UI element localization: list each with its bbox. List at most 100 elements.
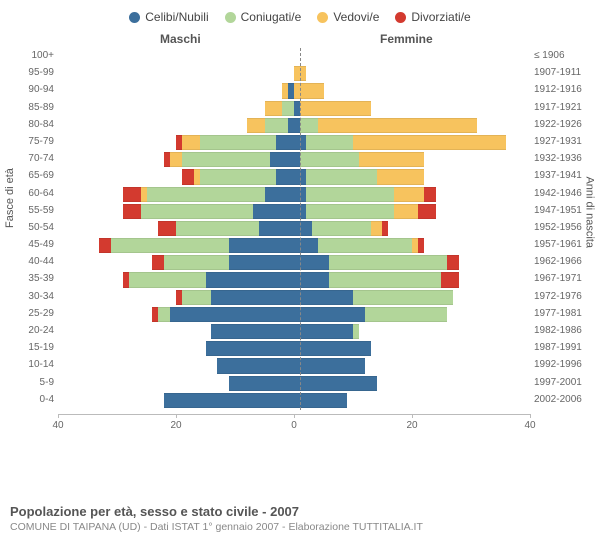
age-label: 100+ — [14, 50, 54, 61]
birth-year-label: 1907-1911 — [534, 67, 588, 78]
age-label: 60-64 — [14, 188, 54, 199]
x-tick-label: 40 — [52, 420, 63, 431]
male-bar — [58, 324, 294, 339]
male-bar — [58, 376, 294, 391]
bar-segment — [265, 101, 283, 116]
birth-year-label: 1927-1931 — [534, 136, 588, 147]
birth-year-label: 2002-2006 — [534, 394, 588, 405]
age-label: 80-84 — [14, 119, 54, 130]
birth-year-label: 1912-1916 — [534, 84, 588, 95]
zero-axis-line — [300, 48, 301, 410]
bar-segment — [123, 204, 141, 219]
female-bar — [294, 83, 530, 98]
bar-segment — [418, 204, 436, 219]
female-bar — [294, 290, 530, 305]
bar-area — [58, 83, 530, 98]
female-bar — [294, 272, 530, 287]
age-label: 65-69 — [14, 170, 54, 181]
male-bar — [58, 49, 294, 64]
female-bar — [294, 255, 530, 270]
bar-segment — [300, 101, 371, 116]
bar-area — [58, 101, 530, 116]
bar-area — [58, 290, 530, 305]
legend-swatch — [129, 12, 140, 23]
bar-segment — [265, 118, 289, 133]
bar-segment — [329, 255, 447, 270]
bar-area — [58, 187, 530, 202]
bar-area — [58, 272, 530, 287]
age-label: 40-44 — [14, 256, 54, 267]
chart-footer: Popolazione per età, sesso e stato civil… — [0, 500, 600, 543]
pyramid-row: 65-691937-1941 — [58, 168, 530, 185]
male-bar — [58, 169, 294, 184]
bar-area — [58, 221, 530, 236]
bar-segment — [394, 204, 418, 219]
male-bar — [58, 341, 294, 356]
bar-segment — [182, 169, 194, 184]
bar-segment — [306, 204, 395, 219]
bar-segment — [300, 152, 359, 167]
bar-area — [58, 376, 530, 391]
bar-area — [58, 324, 530, 339]
plot-area: Fasce di età Anni di nascita 100+≤ 19069… — [10, 48, 590, 438]
pyramid-row: 0-42002-2006 — [58, 392, 530, 409]
pyramid-row: 35-391967-1971 — [58, 271, 530, 288]
bar-segment — [164, 393, 294, 408]
bar-segment — [141, 204, 253, 219]
male-bar — [58, 307, 294, 322]
birth-year-label: 1977-1981 — [534, 308, 588, 319]
pyramid-row: 10-141992-1996 — [58, 357, 530, 374]
bar-segment — [99, 238, 111, 253]
birth-year-label: 1917-1921 — [534, 102, 588, 113]
bar-segment — [294, 307, 365, 322]
age-label: 55-59 — [14, 205, 54, 216]
female-bar — [294, 358, 530, 373]
bar-segment — [229, 376, 294, 391]
x-tick-label: 40 — [524, 420, 535, 431]
bar-segment — [276, 169, 294, 184]
bar-segment — [294, 290, 353, 305]
header-male: Maschi — [160, 32, 201, 46]
bar-segment — [276, 135, 294, 150]
bar-area — [58, 341, 530, 356]
female-bar — [294, 152, 530, 167]
age-label: 10-14 — [14, 359, 54, 370]
x-axis: 402002040 — [58, 414, 530, 438]
bar-segment — [329, 272, 441, 287]
female-bar — [294, 66, 530, 81]
legend-swatch — [225, 12, 236, 23]
x-tick-label: 20 — [406, 420, 417, 431]
x-tick-label: 20 — [170, 420, 181, 431]
bar-segment — [217, 358, 294, 373]
legend-swatch — [395, 12, 406, 23]
age-label: 45-49 — [14, 239, 54, 250]
pyramid-row: 85-891917-1921 — [58, 100, 530, 117]
age-label: 75-79 — [14, 136, 54, 147]
birth-year-label: 1947-1951 — [534, 205, 588, 216]
pyramid-row: 25-291977-1981 — [58, 306, 530, 323]
male-bar — [58, 204, 294, 219]
male-bar — [58, 255, 294, 270]
column-headers: Maschi Femmine — [10, 32, 590, 48]
bar-segment — [182, 290, 212, 305]
bar-area — [58, 118, 530, 133]
pyramid-row: 5-91997-2001 — [58, 375, 530, 392]
bar-segment — [170, 152, 182, 167]
bar-segment — [294, 393, 347, 408]
bar-segment — [265, 187, 295, 202]
chart-subtitle: COMUNE DI TAIPANA (UD) - Dati ISTAT 1° g… — [10, 521, 590, 533]
bar-segment — [200, 169, 277, 184]
bar-segment — [206, 341, 295, 356]
age-label: 5-9 — [14, 377, 54, 388]
birth-year-label: 1952-1956 — [534, 222, 588, 233]
female-bar — [294, 221, 530, 236]
legend-label: Celibi/Nubili — [145, 10, 208, 24]
male-bar — [58, 358, 294, 373]
male-bar — [58, 152, 294, 167]
legend-item: Divorziati/e — [395, 10, 470, 24]
bar-area — [58, 238, 530, 253]
pyramid-row: 45-491957-1961 — [58, 237, 530, 254]
bar-segment — [353, 324, 359, 339]
male-bar — [58, 66, 294, 81]
population-pyramid-chart: Celibi/NubiliConiugati/eVedovi/eDivorzia… — [0, 0, 600, 500]
